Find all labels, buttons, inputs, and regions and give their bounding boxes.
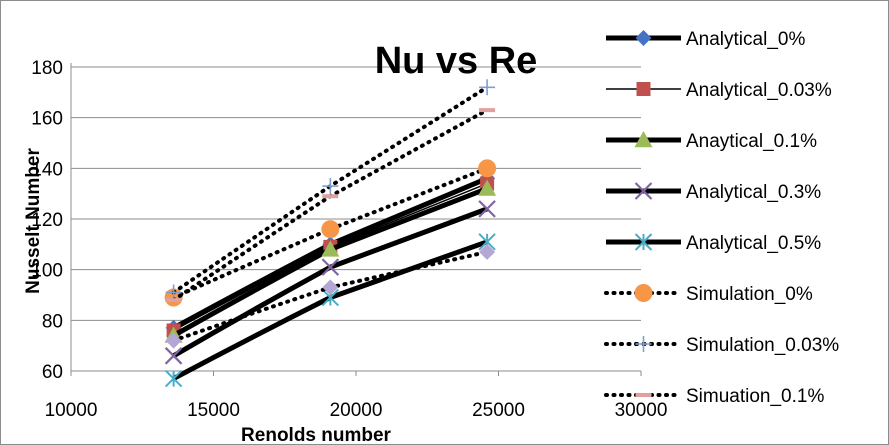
marker-stroke bbox=[634, 182, 653, 200]
marker-diamond bbox=[479, 243, 496, 260]
marker-diamond bbox=[322, 279, 339, 296]
series-7 bbox=[165, 79, 496, 301]
y-tick-label: 80 bbox=[42, 311, 63, 332]
marker-asterisk bbox=[634, 233, 653, 251]
tick-labels: 60 80 100 120 140 160 180 10000 15000 20000 25000 3… bbox=[31, 58, 667, 421]
marker-x bbox=[478, 200, 496, 218]
x-tick-label: 15000 bbox=[187, 400, 240, 421]
marker-circle bbox=[478, 159, 497, 178]
y-tick-label: 100 bbox=[31, 261, 63, 282]
y-axis-label: Nusselt Number bbox=[23, 148, 44, 294]
legend-label: Simuation_0.1% bbox=[686, 386, 824, 407]
series-layer bbox=[164, 79, 497, 388]
marker-stroke bbox=[164, 347, 183, 365]
y-tick-label: 180 bbox=[31, 58, 63, 79]
marker-asterisk bbox=[164, 369, 183, 388]
x-tick-label: 30000 bbox=[615, 400, 668, 421]
x-tick-label: 20000 bbox=[330, 400, 383, 421]
legend-label: Analytical_0% bbox=[686, 29, 805, 50]
legend-label: Analytical_0.03% bbox=[686, 80, 832, 101]
legend-item-6: Simulation_0% bbox=[604, 284, 813, 305]
y-tick-label: 140 bbox=[31, 159, 63, 180]
marker-stroke bbox=[478, 200, 496, 218]
legend-item-7: Simulation_0.03% bbox=[604, 335, 839, 356]
series-4 bbox=[164, 200, 496, 365]
x-tick-label: 25000 bbox=[472, 400, 525, 421]
y-tick-label: 60 bbox=[42, 362, 63, 383]
marker-circle bbox=[321, 220, 340, 239]
legend-label: Analytical_0.5% bbox=[686, 233, 821, 254]
marker-x bbox=[634, 182, 653, 200]
legend-label: Simulation_0.03% bbox=[686, 335, 839, 356]
marker-plus bbox=[479, 79, 496, 96]
x-axis-label: Renolds number bbox=[241, 425, 392, 444]
marker-triangle bbox=[634, 131, 653, 148]
x-tick-label: 10000 bbox=[45, 400, 98, 421]
marker-plus bbox=[635, 336, 652, 352]
legend-label: Simulation_0% bbox=[686, 284, 813, 305]
marker-triangle bbox=[478, 179, 497, 196]
legend-item-3: Anaytical_0.1% bbox=[606, 131, 817, 152]
marker-x bbox=[164, 347, 183, 365]
legend: Analytical_0% Analytical_0.03% Anaytical_0… bbox=[604, 29, 839, 407]
marker-diamond bbox=[635, 30, 652, 46]
legend-item-2: Analytical_0.03% bbox=[606, 80, 832, 101]
grid-lines bbox=[71, 66, 641, 372]
series-9 bbox=[165, 243, 496, 349]
legend-item-8: Simuation_0.1% bbox=[604, 386, 824, 407]
marker-stroke bbox=[321, 258, 340, 276]
marker-circle bbox=[634, 284, 653, 302]
marker-plus bbox=[322, 178, 339, 195]
legend-item-1: Analytical_0% bbox=[606, 29, 805, 50]
legend-label: Analytical_0.3% bbox=[686, 182, 821, 203]
marker-triangle bbox=[321, 240, 340, 257]
chart-title: Nu vs Re bbox=[375, 40, 538, 82]
series-8 bbox=[165, 108, 496, 303]
marker-x bbox=[321, 258, 340, 276]
legend-label: Anaytical_0.1% bbox=[686, 131, 817, 152]
legend-item-5: Analytical_0.5% bbox=[606, 233, 821, 254]
legend-item-4: Analytical_0.3% bbox=[606, 182, 821, 203]
marker-square bbox=[636, 82, 651, 96]
y-tick-label: 120 bbox=[31, 210, 63, 231]
y-tick-label: 160 bbox=[31, 109, 63, 130]
marker-diamond bbox=[165, 332, 182, 349]
